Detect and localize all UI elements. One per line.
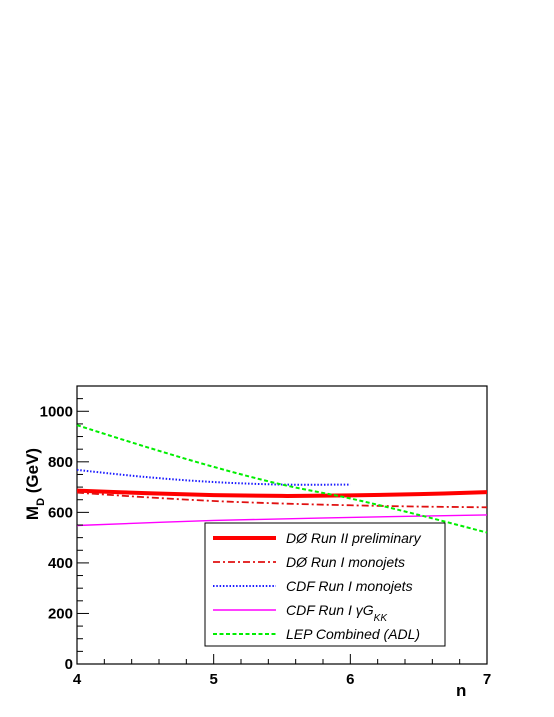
legend-label-3: CDF Run I γGKK [286, 602, 388, 624]
legend-label-0: DØ Run II preliminary [286, 530, 422, 546]
legend-label-1: DØ Run I monojets [286, 554, 405, 570]
y-axis-title: MD (GeV) [23, 448, 47, 520]
series-line-0 [76, 488, 488, 498]
series-line-2 [76, 468, 351, 486]
series-line-1 [76, 491, 488, 509]
x-tick-label: 7 [483, 671, 491, 688]
y-tick-label: 1000 [40, 403, 73, 420]
series-line-4 [76, 424, 488, 534]
y-tick-label: 800 [48, 454, 73, 471]
legend-label-4: LEP Combined (ADL) [286, 626, 420, 642]
y-tick-label: 400 [48, 555, 73, 572]
x-tick-label: 6 [346, 671, 354, 688]
y-tick-label: 600 [48, 504, 73, 521]
series-layer [76, 424, 488, 534]
x-tick-label: 5 [209, 671, 217, 688]
x-axis-title: n [456, 681, 466, 700]
y-tick-label: 200 [48, 605, 73, 622]
y-axis-title-unit: (GeV) [23, 448, 42, 498]
y-tick-label: 0 [65, 656, 73, 673]
legend-entries: DØ Run II preliminary DØ Run I monojets CD… [213, 530, 422, 642]
series-line-3 [76, 514, 488, 527]
legend-label-2: CDF Run I monojets [286, 578, 413, 594]
legend: DØ Run II preliminary DØ Run I monojets CD… [204, 522, 446, 647]
y-axis-title-main: M [23, 506, 42, 520]
axis-layer: 0 200 400 600 800 1000 4 5 6 7 [40, 385, 491, 688]
x-tick-label: 4 [73, 671, 82, 688]
y-axis-title-subscript: D [35, 498, 47, 506]
legend-box [204, 522, 446, 647]
